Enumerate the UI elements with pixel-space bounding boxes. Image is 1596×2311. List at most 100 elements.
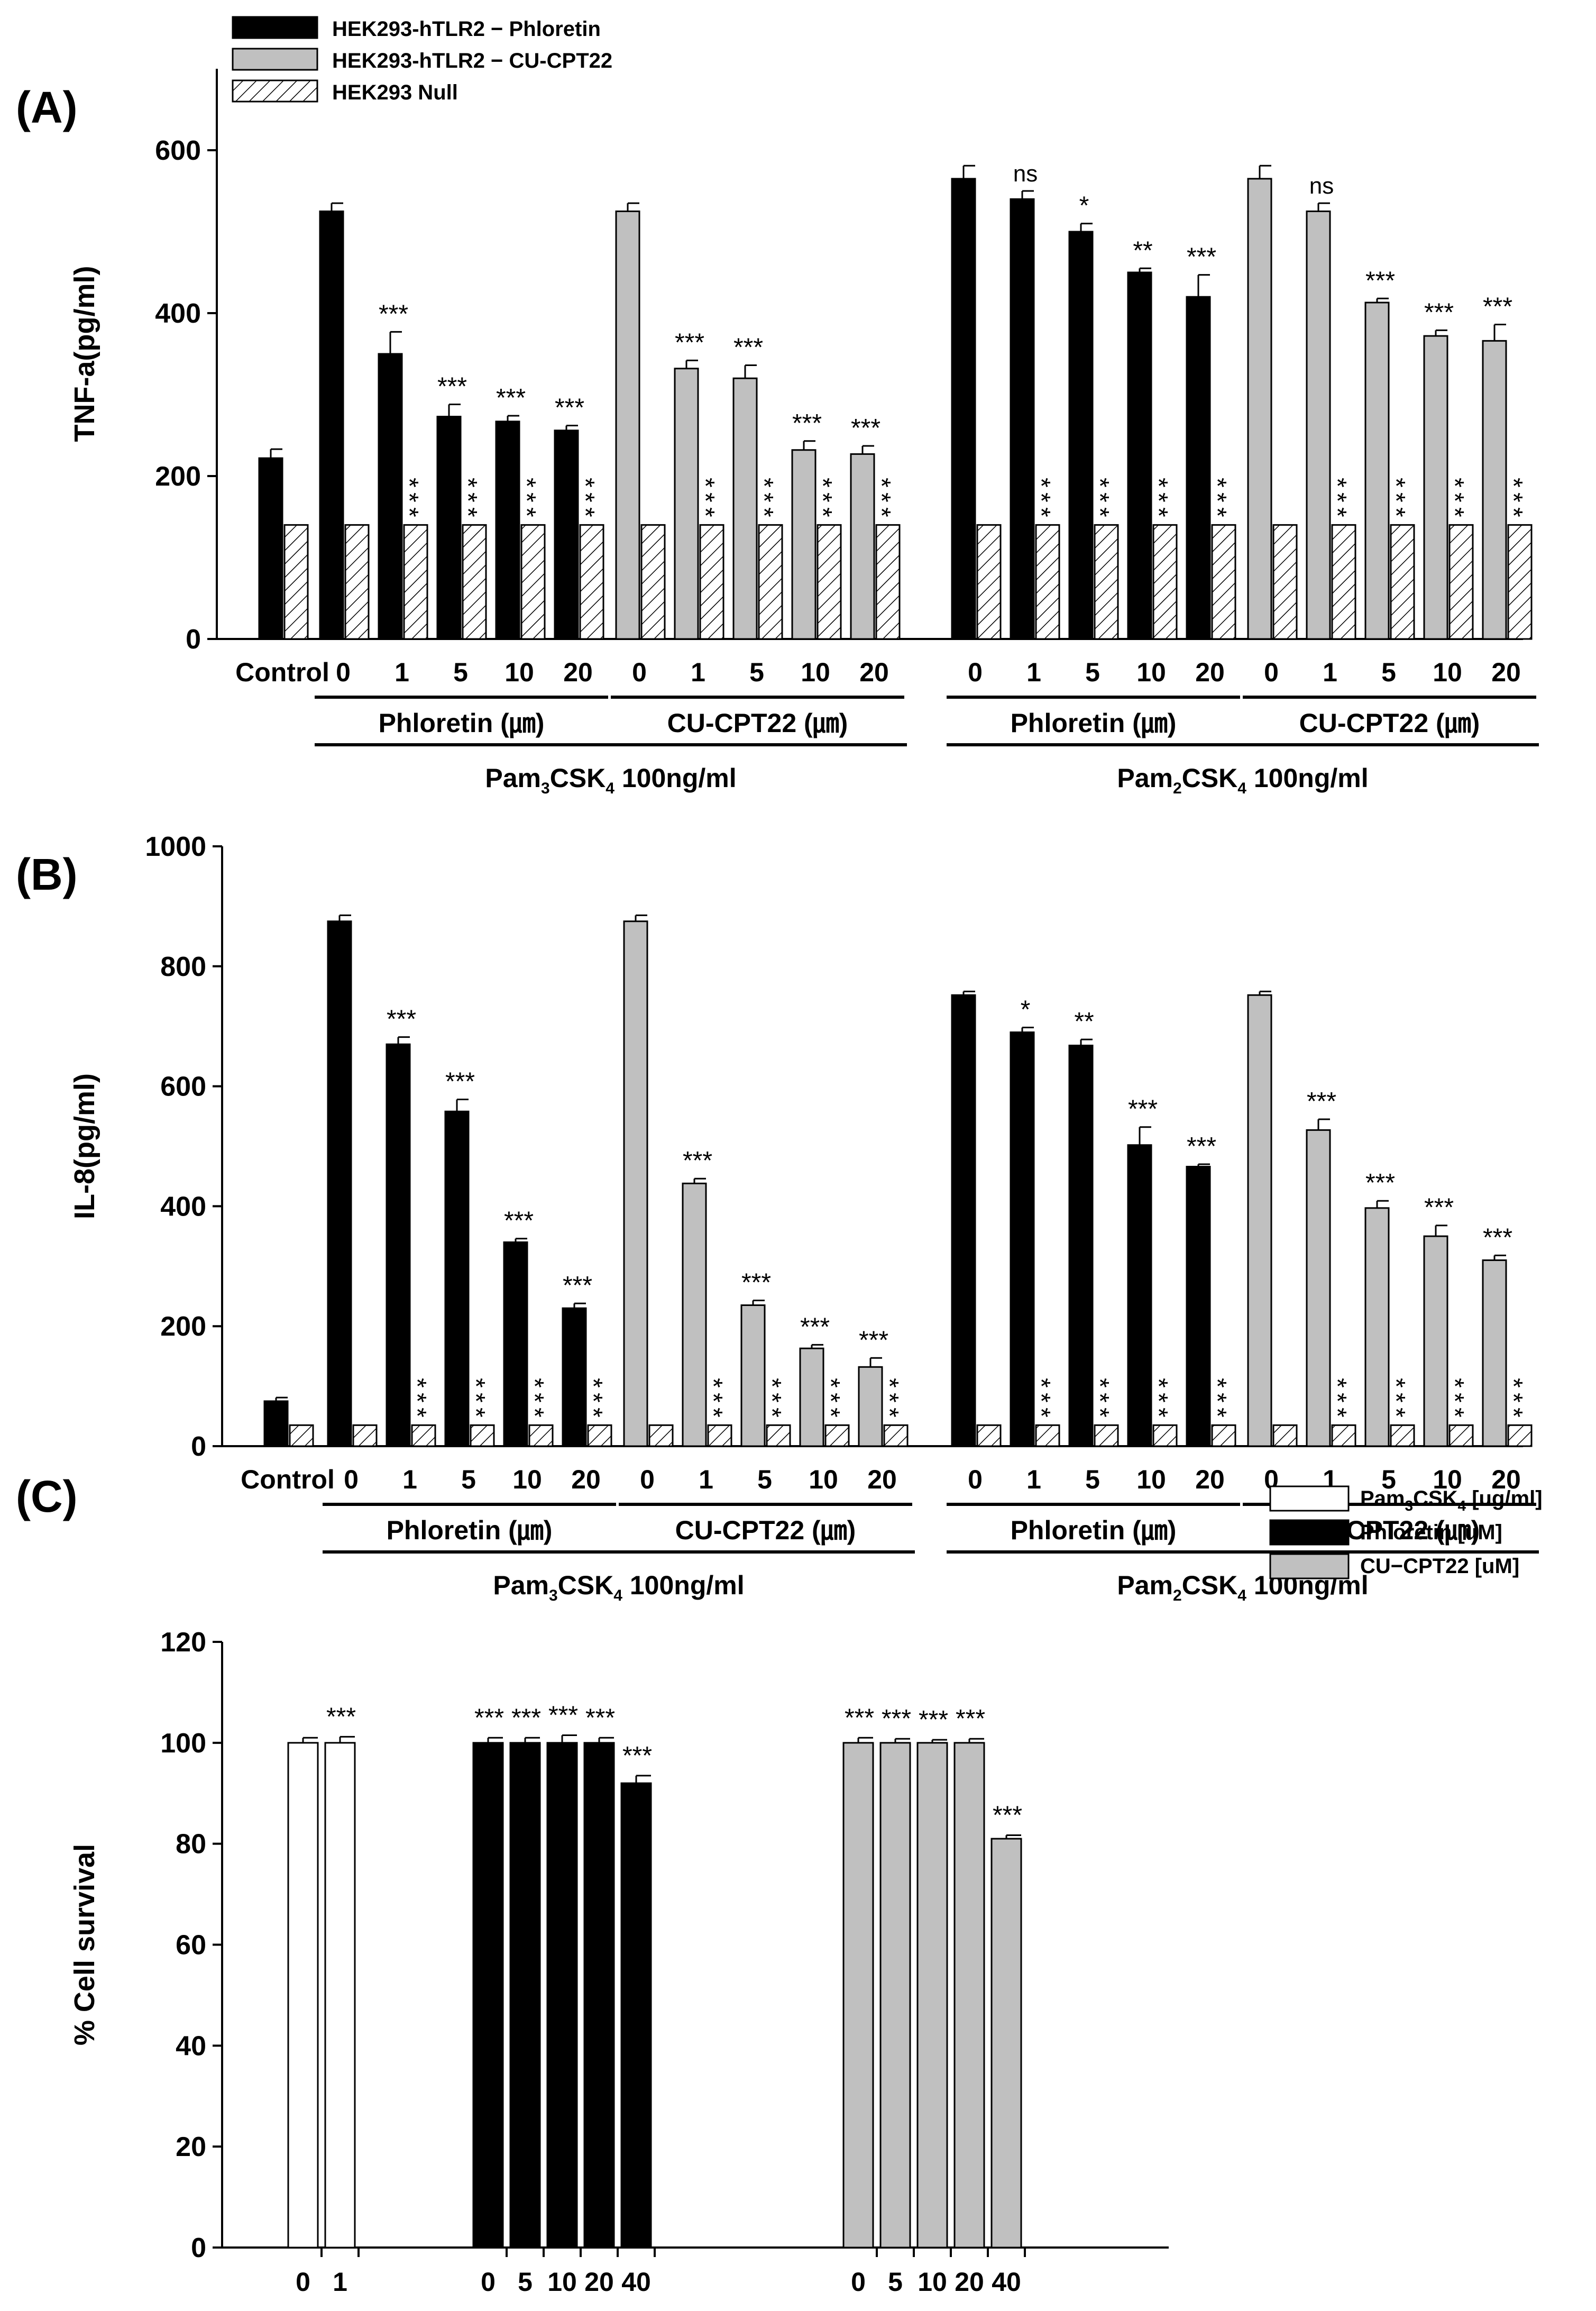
significance-label-null: *: [462, 1408, 490, 1418]
legend-c-label: Pam3CSK4 [ug/ml]: [1360, 1487, 1543, 1514]
significance-label-null: *: [1499, 1378, 1527, 1388]
significance-label-null: *: [1499, 492, 1527, 503]
bar-gray: [1247, 178, 1272, 640]
group-label: Phloretin (㎛): [1011, 1515, 1177, 1546]
x-tick-label: 0: [1264, 657, 1279, 687]
legend-c-swatch-gray: [1269, 1553, 1350, 1579]
y-tick-label: 0: [191, 1431, 206, 1462]
significance-label-null: *: [454, 492, 482, 503]
stimulus-label: Pam2CSK4 100ng/ml: [1117, 763, 1368, 797]
bar-null: [758, 524, 783, 640]
significance-label: ***: [1128, 1095, 1158, 1123]
bar-null: [699, 524, 724, 640]
significance-label-null: *: [1027, 478, 1055, 488]
legend-c-item-cucpt22: CU−CPT22 [uM]: [1269, 1553, 1519, 1579]
significance-label-null: *: [579, 1378, 607, 1388]
bar-black: [1127, 271, 1152, 640]
x-tick-label: 1: [395, 657, 409, 687]
y-tick-label: 800: [160, 952, 206, 982]
significance-label-null: *: [1323, 507, 1351, 517]
bar-null: [1152, 524, 1178, 640]
significance-label-null: *: [875, 1393, 903, 1403]
legend-ab-item-cucpt22: HEK293-hTLR2 − CU-CPT22: [232, 48, 612, 72]
significance-label-null: *: [1144, 492, 1172, 503]
panel-a-label: (A): [16, 83, 78, 132]
bar-null: [817, 524, 842, 640]
significance-label: ***: [474, 1704, 504, 1732]
bar-null: [1035, 1424, 1060, 1447]
significance-label: ***: [504, 1207, 534, 1235]
significance-label-null: *: [1203, 1408, 1231, 1418]
x-tick-label: 0: [336, 657, 351, 687]
bar-black: [562, 1307, 587, 1447]
significance-label: ***: [1483, 1223, 1512, 1252]
significance-label-null: *: [1027, 1378, 1055, 1388]
significance-label: ***: [511, 1704, 541, 1732]
significance-label: ***: [437, 372, 467, 400]
panel-b-label: (B): [16, 850, 78, 899]
bar-null: [1507, 1424, 1533, 1447]
significance-label-null: *: [1027, 1408, 1055, 1418]
legend-ab-item-null: HEK293 Null: [232, 79, 458, 104]
significance-label-null: *: [1086, 507, 1114, 517]
x-tick-label: 10: [1433, 1465, 1462, 1494]
bar-black: [327, 920, 352, 1447]
x-tick-label: 5: [1085, 1465, 1100, 1494]
x-tick-label: 10: [505, 657, 534, 687]
significance-label-null: *: [395, 507, 423, 517]
bar-black: [1186, 296, 1211, 640]
significance-label: ***: [1365, 1169, 1395, 1197]
significance-label-null: *: [1441, 478, 1469, 488]
significance-label: ***: [548, 1702, 578, 1730]
significance-label: ***: [845, 1704, 874, 1732]
group-label: CU-CPT22 (㎛): [675, 1515, 856, 1546]
bar-null: [640, 524, 666, 640]
bar-black: [319, 211, 344, 640]
significance-label-null: *: [403, 1393, 431, 1403]
y-tick-label: 200: [155, 461, 201, 492]
bar-null: [1272, 1424, 1298, 1447]
x-tick-label: 5: [1085, 657, 1100, 687]
bar-black: [620, 1782, 652, 2249]
significance-label: ***: [683, 1147, 712, 1175]
bar-null: [766, 1424, 791, 1447]
bar-black: [1010, 1031, 1035, 1447]
bar-black: [436, 416, 462, 640]
significance-label-null: *: [1144, 1378, 1172, 1388]
bar-gray: [953, 1742, 985, 2249]
bar-black: [583, 1742, 615, 2249]
bar-null: [579, 524, 604, 640]
legend-ab-label: HEK293 Null: [332, 81, 458, 104]
significance-label-null: *: [758, 1378, 786, 1388]
bar-control: [263, 1400, 289, 1447]
x-tick-label: 0: [968, 657, 983, 687]
x-tick-label: 5: [518, 2267, 533, 2297]
bar-black: [472, 1742, 504, 2249]
significance-label: ***: [919, 1706, 948, 1734]
x-tick-label: 5: [1381, 657, 1396, 687]
bar-gray: [1482, 340, 1507, 640]
significance-label-null: *: [520, 1378, 548, 1388]
significance-label-null: *: [809, 478, 837, 488]
x-tick-label: 5: [888, 2267, 903, 2297]
bar-gray: [740, 1304, 766, 1447]
significance-label: ***: [1483, 293, 1512, 321]
bar-null: [1390, 1424, 1415, 1447]
y-tick-label: 40: [176, 2031, 206, 2061]
y-tick-label: 400: [160, 1191, 206, 1222]
bar-null: [976, 524, 1002, 640]
x-tick-label: 10: [1136, 657, 1166, 687]
stimulus-label: Pam3CSK4 100ng/ml: [493, 1570, 744, 1604]
y-tick-label: 120: [160, 1627, 206, 1658]
bar-null: [1507, 524, 1533, 640]
y-tick-label: 200: [160, 1311, 206, 1342]
bar-white: [324, 1742, 356, 2249]
bar-null: [462, 524, 487, 640]
bar-black: [1010, 198, 1035, 640]
significance-label: ***: [675, 328, 704, 357]
x-tick-label: 20: [563, 657, 593, 687]
x-tick-label: 0: [851, 2267, 866, 2297]
bar-null: [411, 1424, 436, 1447]
significance-label-null: *: [1499, 507, 1527, 517]
